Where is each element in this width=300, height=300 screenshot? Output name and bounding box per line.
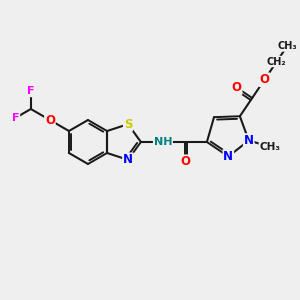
Text: N: N [244,134,254,147]
Text: CH₂: CH₂ [267,56,286,67]
Text: NH: NH [154,137,172,147]
Text: O: O [180,155,190,168]
Text: O: O [45,113,55,127]
Text: CH₃: CH₃ [260,142,280,152]
Text: O: O [232,81,242,94]
Text: F: F [27,86,34,96]
Text: O: O [260,73,269,86]
Text: N: N [123,153,133,166]
Text: S: S [124,118,132,131]
Text: CH₃: CH₃ [278,41,297,51]
Text: N: N [223,150,233,163]
Text: F: F [12,113,20,123]
